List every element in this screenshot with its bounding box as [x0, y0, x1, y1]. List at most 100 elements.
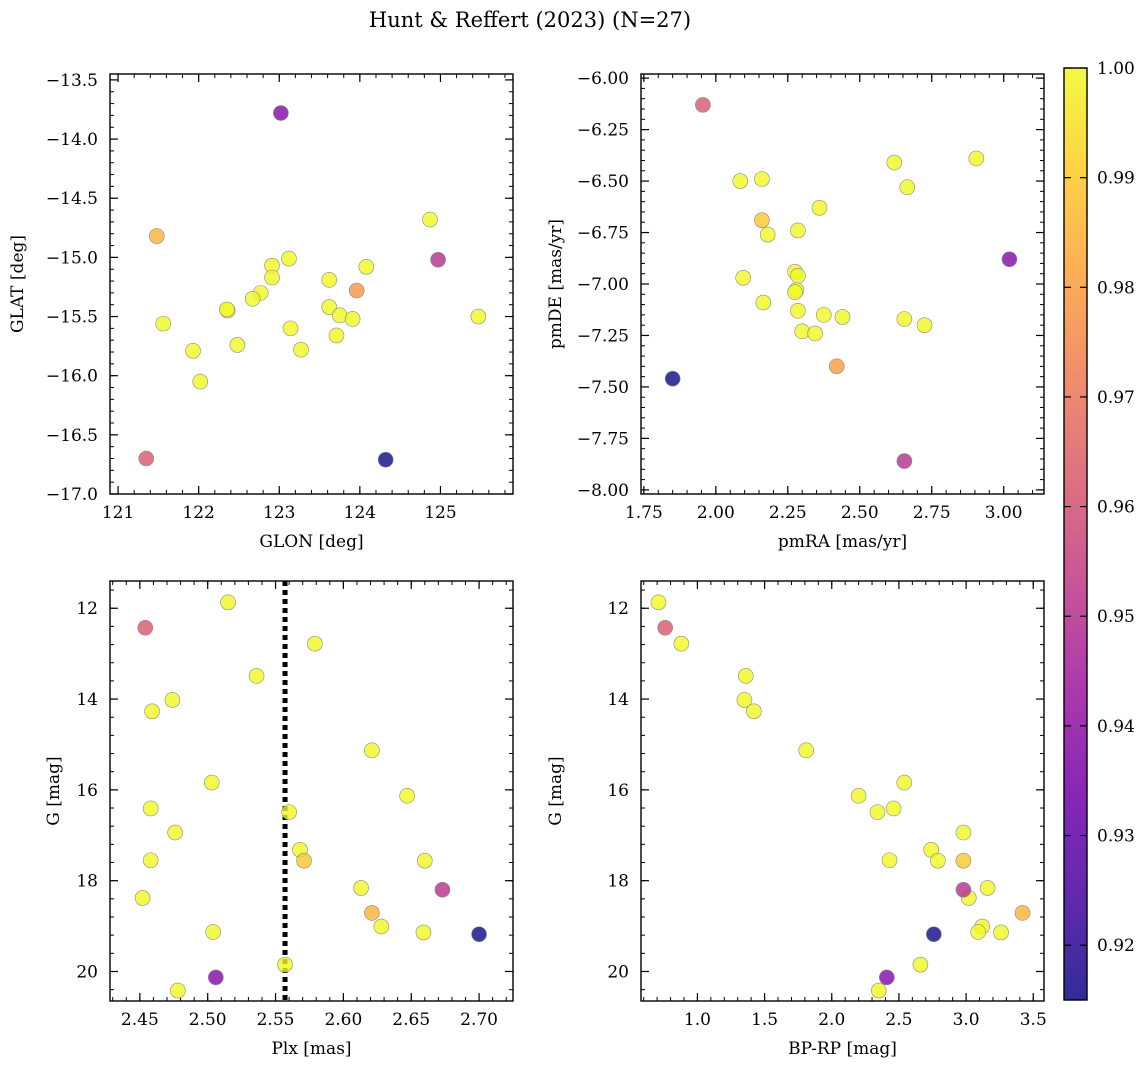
x-tick-label: 3.00 — [985, 503, 1023, 523]
data-point — [850, 787, 867, 804]
axes-frame — [109, 580, 514, 1002]
data-point — [657, 619, 673, 636]
x-tick-label: 2.45 — [121, 1010, 159, 1030]
y-tick-label: −15.0 — [46, 248, 98, 268]
data-point — [650, 594, 667, 611]
x-tick-label: 2.60 — [324, 1010, 362, 1030]
data-point — [885, 800, 902, 817]
data-point — [422, 211, 438, 228]
y-tick-label: −6.00 — [577, 69, 629, 89]
x-tick-label: 2.5 — [885, 1010, 912, 1030]
data-point — [879, 969, 895, 986]
y-tick-label: −6.75 — [577, 224, 629, 244]
axes-frame — [640, 73, 1045, 495]
panel-glon-glat: 121 122 123 124 125 −17.0 −16.5 −16.0 −15.5 −15.0… — [8, 71, 514, 552]
data-point — [737, 668, 754, 684]
colorbar-tick-label: 0.93 — [1097, 827, 1135, 847]
y-axis-label: G [mag] — [546, 756, 566, 825]
data-point — [896, 311, 913, 327]
y-tick-label: −7.50 — [577, 378, 629, 398]
x-tick-label: 1.0 — [684, 1010, 711, 1030]
colorbar-tick-label: 0.97 — [1097, 388, 1135, 408]
data-point — [134, 890, 151, 906]
x-tick-label: 3.5 — [1020, 1010, 1047, 1030]
data-point — [759, 226, 776, 243]
x-tick-label: 2.50 — [189, 1010, 227, 1030]
y-tick-label: −6.25 — [577, 121, 629, 141]
data-point — [328, 327, 345, 344]
colorbar: 0.92 0.93 0.94 0.95 0.96 0.97 0.98 0.99 1.00 — [1063, 59, 1135, 1001]
x-tick-label: 3.0 — [953, 1010, 980, 1030]
data-point — [790, 302, 806, 319]
data-point — [470, 308, 487, 325]
data-point — [348, 282, 365, 299]
data-point — [790, 222, 806, 239]
data-point — [142, 852, 159, 869]
data-point — [695, 97, 711, 113]
data-point — [417, 852, 433, 869]
data-point — [205, 924, 221, 940]
data-point — [979, 880, 996, 896]
data-point — [358, 259, 375, 275]
data-point — [364, 742, 380, 759]
data-point — [807, 325, 823, 342]
colorbar-tick-label: 0.94 — [1097, 717, 1135, 737]
y-tick-label: 18 — [76, 872, 98, 892]
colorbar-tick-label: 0.92 — [1097, 936, 1135, 956]
data-point — [167, 824, 183, 841]
y-tick-label: 18 — [607, 872, 629, 892]
x-axis-label: GLON [deg] — [259, 532, 363, 552]
data-point — [192, 373, 209, 390]
data-point — [264, 269, 280, 286]
data-point — [886, 154, 903, 171]
data-point — [970, 924, 986, 940]
data-point — [869, 804, 886, 820]
x-tick-label: 2.75 — [913, 503, 951, 523]
y-tick-label: −14.5 — [46, 189, 98, 209]
data-point — [281, 250, 297, 267]
x-tick-label: 2.55 — [257, 1010, 295, 1030]
y-tick-label: −14.0 — [46, 130, 98, 150]
data-point — [746, 703, 762, 720]
y-tick-label: −16.5 — [46, 426, 98, 446]
y-tick-label: −6.50 — [577, 172, 629, 192]
data-point — [321, 272, 338, 288]
data-point — [993, 924, 1009, 941]
data-point — [471, 926, 487, 943]
y-tick-label: 20 — [76, 962, 98, 982]
y-tick-label: −16.0 — [46, 367, 98, 387]
data-point — [219, 301, 235, 318]
x-tick-label: 124 — [344, 503, 376, 523]
colorbar-tick-label: 0.99 — [1097, 169, 1135, 189]
x-tick-label: 122 — [182, 503, 214, 523]
data-point — [916, 317, 933, 333]
panel-pmra-pmde: 1.75 2.00 2.25 2.50 2.75 3.00 −8.00 −7.75 −7.50 −… — [546, 69, 1045, 552]
data-point — [896, 774, 913, 791]
data-point — [899, 179, 916, 196]
y-tick-label: −7.00 — [577, 275, 629, 295]
data-point — [344, 311, 361, 327]
data-point — [321, 299, 338, 315]
data-point — [138, 450, 155, 467]
data-point — [881, 852, 898, 869]
y-tick-label: −8.00 — [577, 481, 629, 501]
colorbar-frame — [1063, 67, 1088, 1001]
data-point — [790, 267, 806, 284]
data-point — [955, 881, 972, 898]
x-tick-label: 2.00 — [697, 503, 735, 523]
data-point — [870, 982, 887, 999]
y-tick-label: 14 — [76, 690, 98, 710]
colorbar-tick-label: 0.96 — [1097, 498, 1135, 518]
axes-frame — [109, 73, 514, 495]
data-point — [170, 982, 186, 999]
x-tick-label: 125 — [424, 503, 456, 523]
data-point — [955, 824, 972, 841]
data-point — [248, 668, 265, 684]
data-point — [736, 692, 753, 708]
y-tick-label: −7.75 — [577, 429, 629, 449]
data-point — [755, 294, 772, 311]
y-axis-label: GLAT [deg] — [8, 235, 28, 333]
data-point — [164, 692, 181, 708]
data-point — [434, 881, 451, 898]
colorbar-tick-label: 1.00 — [1097, 59, 1135, 79]
